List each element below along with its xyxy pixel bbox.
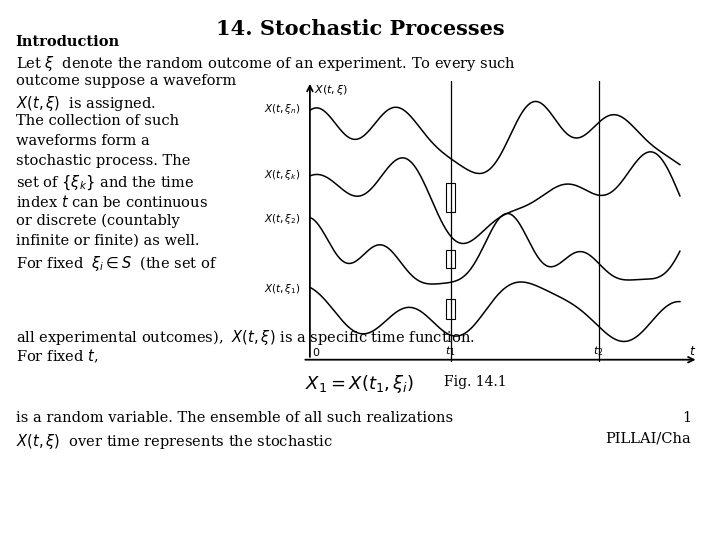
Text: PILLAI/Cha: PILLAI/Cha <box>606 432 691 446</box>
Text: $t$: $t$ <box>689 345 696 358</box>
Text: For fixed $t$,: For fixed $t$, <box>16 348 99 365</box>
Text: is a random variable. The ensemble of all such realizations: is a random variable. The ensemble of al… <box>16 411 453 426</box>
Text: or discrete (countably: or discrete (countably <box>16 214 179 228</box>
Text: $X(t,\xi_k)$: $X(t,\xi_k)$ <box>264 168 301 182</box>
Text: 1: 1 <box>682 411 691 426</box>
Text: $X(t,\xi_2)$: $X(t,\xi_2)$ <box>264 212 301 226</box>
Text: $X_1 = X(t_1, \xi_i)$: $X_1 = X(t_1, \xi_i)$ <box>305 373 415 395</box>
Text: Introduction: Introduction <box>16 35 120 49</box>
Text: 0: 0 <box>312 348 319 359</box>
Text: outcome suppose a waveform: outcome suppose a waveform <box>16 74 236 88</box>
Text: Let $\xi\;$ denote the random outcome of an experiment. To every such: Let $\xi\;$ denote the random outcome of… <box>16 54 516 73</box>
Text: For fixed $\;\xi_i \in S\;$ (the set of: For fixed $\;\xi_i \in S\;$ (the set of <box>16 254 217 273</box>
Text: $X(t,\xi_1)$: $X(t,\xi_1)$ <box>264 282 301 296</box>
Text: $t_2$: $t_2$ <box>593 345 604 359</box>
Text: waveforms form a: waveforms form a <box>16 134 150 148</box>
Text: $t_1$: $t_1$ <box>445 345 456 359</box>
Text: index $t$ can be continuous: index $t$ can be continuous <box>16 194 208 210</box>
Text: The collection of such: The collection of such <box>16 114 179 128</box>
Bar <box>446 183 455 212</box>
Text: stochastic process. The: stochastic process. The <box>16 154 190 168</box>
Text: infinite or finite) as well.: infinite or finite) as well. <box>16 234 199 248</box>
Text: set of $\{\xi_k\}$ and the time: set of $\{\xi_k\}$ and the time <box>16 174 194 192</box>
Text: $X(t,\xi)$  is assigned.: $X(t,\xi)$ is assigned. <box>16 94 156 113</box>
Text: 14. Stochastic Processes: 14. Stochastic Processes <box>216 19 504 39</box>
Bar <box>446 299 455 319</box>
Text: $X(t,\xi_n)$: $X(t,\xi_n)$ <box>264 102 301 116</box>
Bar <box>446 251 455 268</box>
Text: all experimental outcomes),  $X(t,\xi)$ is a specific time function.: all experimental outcomes), $X(t,\xi)$ i… <box>16 328 475 347</box>
Text: $X(t,\xi)$  over time represents the stochastic: $X(t,\xi)$ over time represents the stoc… <box>16 432 333 451</box>
Text: $X(t,\xi)$: $X(t,\xi)$ <box>315 83 348 97</box>
Text: Fig. 14.1: Fig. 14.1 <box>444 375 506 389</box>
